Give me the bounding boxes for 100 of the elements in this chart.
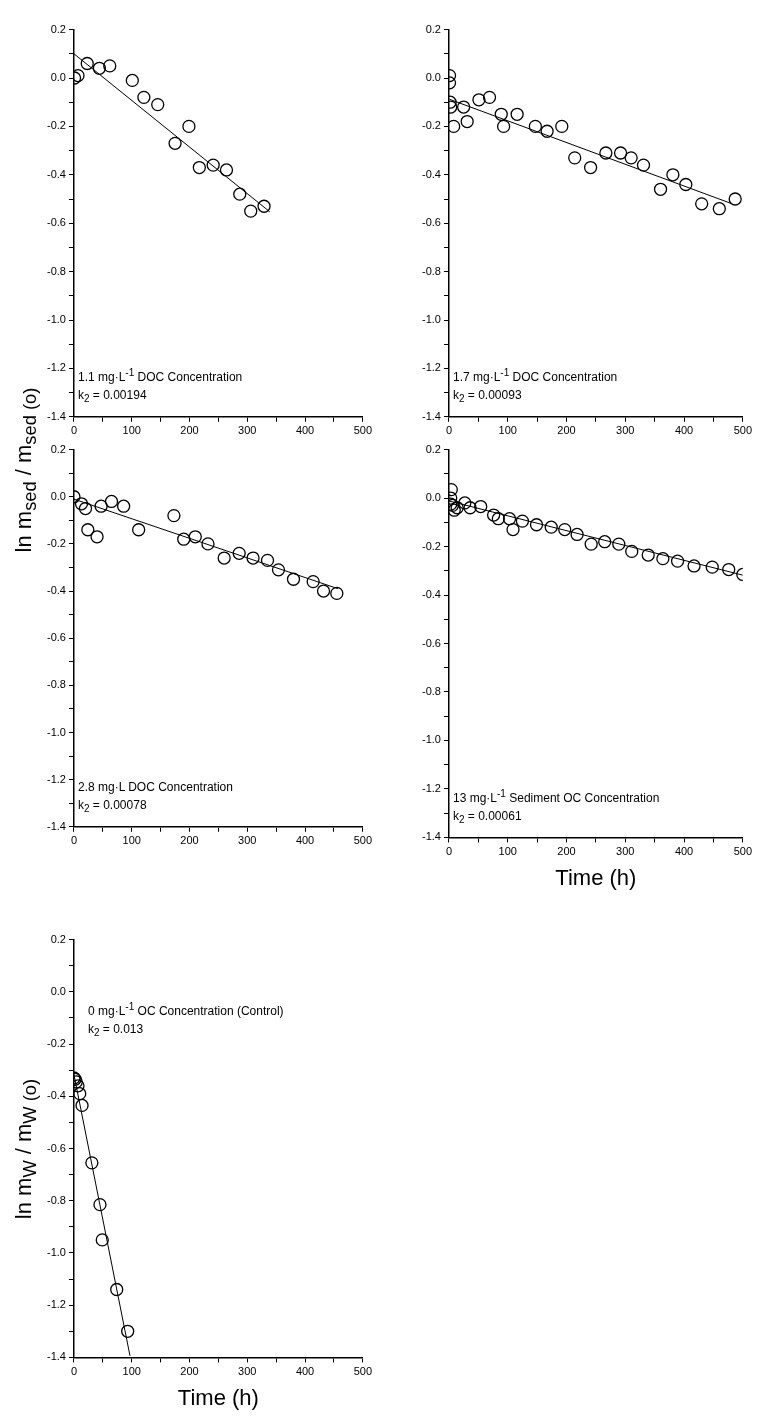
y-tick-label: 0.2 xyxy=(425,442,441,455)
point xyxy=(201,537,215,551)
annotation: k$_{2}$ = 0.00194 xyxy=(77,387,148,407)
y-tick-label: -0.6 xyxy=(46,631,66,644)
x-tick-label: 200 xyxy=(180,834,199,847)
y-tick-label: -1.4 xyxy=(421,409,441,422)
x-tick-label: 300 xyxy=(616,845,635,858)
point xyxy=(695,197,709,211)
x-tick-label: 100 xyxy=(122,424,141,437)
point xyxy=(192,160,206,175)
point xyxy=(116,499,131,513)
point xyxy=(486,508,501,522)
point xyxy=(583,160,598,175)
point xyxy=(75,1098,89,1113)
y-tick-label: -1.4 xyxy=(46,409,66,422)
point xyxy=(712,202,726,216)
point xyxy=(568,151,582,165)
point xyxy=(670,554,685,568)
x-tick-label: 400 xyxy=(295,1365,315,1378)
point xyxy=(625,544,639,559)
x-tick-label: 300 xyxy=(616,424,635,437)
x-tick-label: 100 xyxy=(122,834,141,847)
x-tick-label: 300 xyxy=(238,1365,257,1378)
point xyxy=(217,551,231,565)
y-tick-label: 0.2 xyxy=(50,22,66,35)
point xyxy=(570,527,584,542)
y-tick-label: 0.2 xyxy=(50,932,66,945)
point xyxy=(206,158,220,172)
point xyxy=(728,192,742,206)
y-tick-label: -0.4 xyxy=(46,584,66,597)
point xyxy=(612,537,626,551)
point xyxy=(584,537,598,551)
annotation: k$_{2}$ = 0.00061 xyxy=(452,808,523,828)
point xyxy=(722,562,736,577)
annotation: 1.1 mg·L$^{-1}$ DOC Concentration xyxy=(77,366,243,387)
point xyxy=(460,114,474,129)
x-tick-label: 400 xyxy=(674,424,694,437)
x-tick-label: 100 xyxy=(498,424,517,437)
point xyxy=(78,501,93,516)
point xyxy=(529,518,544,532)
point xyxy=(104,494,119,509)
point xyxy=(306,574,320,589)
x-tick-label: 0 xyxy=(445,845,453,858)
point xyxy=(81,523,95,537)
point xyxy=(555,119,569,134)
y-tick-label: -0.8 xyxy=(421,264,441,277)
x-tick-label: 500 xyxy=(353,834,372,847)
point xyxy=(121,1324,135,1338)
point xyxy=(506,522,520,537)
point xyxy=(666,168,680,182)
y-tick-label: -0.4 xyxy=(46,1089,66,1102)
y-tick-label: -1.0 xyxy=(421,313,441,326)
point xyxy=(168,136,182,150)
annotation: k$_{2}$ = 0.013 xyxy=(87,1021,145,1041)
point xyxy=(656,552,670,566)
point xyxy=(472,93,486,107)
x-tick-label: 0 xyxy=(70,1365,78,1378)
y-tick-label: -1.4 xyxy=(46,1350,66,1363)
y-tick-label: 0.2 xyxy=(425,22,441,35)
point xyxy=(624,151,638,165)
point xyxy=(705,560,719,574)
point xyxy=(496,119,511,134)
point xyxy=(74,497,89,511)
x-tick-label: 200 xyxy=(180,424,199,437)
y-tick-label: -0.8 xyxy=(421,685,441,698)
x-tick-label: 0 xyxy=(70,424,78,437)
y-tick-label: -1.2 xyxy=(421,781,441,794)
point xyxy=(510,107,524,121)
point xyxy=(491,512,505,526)
x-tick-label: 500 xyxy=(353,1365,372,1378)
y-tick-label: -0.2 xyxy=(421,119,441,132)
annotation: 13 mg·L$^{-1}$ Sediment OC Concentration xyxy=(452,787,660,807)
point xyxy=(613,146,628,160)
annotation: 2.8 mg·L DOC Concentration xyxy=(77,779,233,797)
point xyxy=(188,530,202,544)
point xyxy=(182,119,196,134)
point xyxy=(80,56,94,71)
point xyxy=(125,73,139,88)
x-tick-label: 500 xyxy=(733,845,752,858)
y-tick-label: -0.4 xyxy=(46,167,66,180)
x-tick-label: 500 xyxy=(733,424,752,437)
y-tick-label: 0.0 xyxy=(425,71,441,84)
x-axis-title: Time (h) xyxy=(177,1384,259,1410)
point xyxy=(232,546,246,560)
point xyxy=(515,514,530,528)
point xyxy=(93,1197,107,1212)
x-tick-label: 400 xyxy=(674,845,694,858)
y-tick-label: -0.6 xyxy=(46,1141,66,1154)
point xyxy=(92,61,107,75)
y-tick-label: -1.4 xyxy=(46,819,66,832)
point xyxy=(73,1087,87,1101)
point xyxy=(132,523,146,537)
y-tick-label: -1.2 xyxy=(46,1298,66,1311)
point xyxy=(636,158,651,172)
x-tick-label: 300 xyxy=(238,834,257,847)
point xyxy=(540,124,554,138)
y-tick-label: -1.2 xyxy=(421,361,441,374)
point xyxy=(94,499,108,513)
y-tick-label: -1.2 xyxy=(46,772,66,785)
x-tick-label: 300 xyxy=(238,424,257,437)
